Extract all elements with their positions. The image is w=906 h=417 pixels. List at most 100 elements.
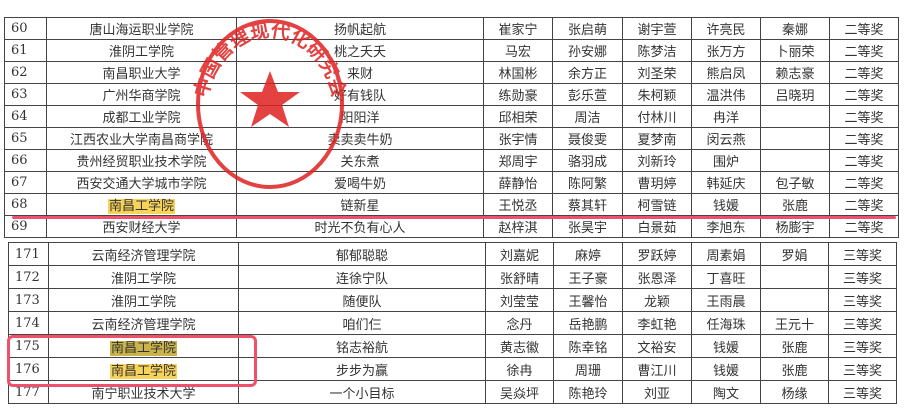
- member-3-cell: 陈梦洁: [622, 39, 692, 62]
- member-5-cell: 赖志豪: [760, 61, 830, 84]
- school-name-cell: 成都工业学院: [46, 105, 237, 128]
- team-name-cell: 咱们仨: [238, 311, 486, 335]
- member-1: 练勋豪: [498, 89, 538, 104]
- team-name-cell: 关东煮: [236, 149, 484, 172]
- award-level: 三等奖: [842, 294, 882, 310]
- member-3-cell: 白景茹: [622, 215, 692, 238]
- row-number: 60: [11, 21, 28, 36]
- member-2-cell: 周珊: [553, 357, 623, 381]
- row-number: 177: [15, 384, 40, 400]
- school-name: 唐山海运职业学院: [89, 23, 194, 38]
- member-3-cell: 张恩泽: [622, 265, 692, 289]
- member-1: 王悦丞: [498, 199, 538, 214]
- award-level-cell: 三等奖: [828, 334, 897, 358]
- award-level: 二等奖: [844, 155, 884, 170]
- member-2: 蔡其轩: [567, 199, 607, 214]
- member-1: 马宏: [504, 45, 531, 60]
- team-name: 咱们仨: [342, 317, 382, 333]
- award-level: 二等奖: [844, 199, 884, 214]
- member-4: 钱媛: [712, 199, 739, 214]
- member-1-cell: 黄志徽: [485, 334, 554, 358]
- row-number: 171: [15, 246, 40, 262]
- team-name-cell: 连徐宁队: [238, 265, 486, 289]
- award-level: 二等奖: [844, 23, 884, 38]
- award-level-cell: 二等奖: [829, 105, 899, 128]
- table-row: 61 淮阴工学院 桃之夭夭 马宏 孙安娜 陈梦洁 张万方 卜丽荣 二等奖: [4, 39, 899, 62]
- member-3: 李虹艳: [637, 317, 677, 333]
- member-2-cell: 蔡其轩: [552, 193, 623, 216]
- member-2-cell: 骆羽成: [552, 149, 623, 172]
- member-1-cell: 赵梓淇: [483, 215, 553, 238]
- member-5: 杨膨宇: [775, 221, 815, 236]
- team-name: 步步为赢: [335, 363, 388, 379]
- school-name: 云南经济管理学院: [91, 317, 196, 333]
- table-row: 176 南昌工学院 步步为赢 徐冉 周珊 曹江川 钱媛 张鹿 三等奖: [8, 357, 897, 381]
- row-number-cell: 62: [4, 61, 47, 84]
- member-2: 陈艳玲: [568, 386, 608, 402]
- member-4-cell: 围炉: [691, 149, 761, 172]
- member-1: 林国彬: [498, 67, 538, 82]
- member-4: 许亮民: [706, 23, 746, 38]
- member-2-cell: 王馨怡: [553, 288, 623, 312]
- member-4-cell: 张万方: [691, 39, 761, 62]
- member-4-cell: 李旭东: [691, 215, 761, 238]
- member-5-cell: 罗娟: [760, 242, 829, 266]
- member-3: 张恩泽: [637, 271, 677, 287]
- member-1: 邱相荣: [498, 111, 538, 126]
- member-5: 赖志豪: [775, 67, 815, 82]
- member-5: 杨缘: [781, 386, 808, 402]
- row-number: 64: [11, 109, 28, 124]
- member-5-cell: [760, 127, 830, 150]
- school-name-cell: 西安交通大学城市学院: [46, 171, 237, 194]
- row-number: 172: [15, 269, 40, 285]
- member-4-cell: 钱媛: [691, 357, 761, 381]
- award-level-cell: 二等奖: [829, 83, 899, 106]
- award-level: 三等奖: [842, 363, 882, 379]
- member-1: 刘莹莹: [499, 294, 539, 310]
- member-5: 卜丽荣: [775, 45, 815, 60]
- member-2: 张启萌: [567, 23, 607, 38]
- school-name: 南昌工学院: [107, 199, 175, 214]
- award-level: 三等奖: [842, 386, 882, 402]
- table-row: 66 贵州经贸职业技术学院 关东煮 郑周宇 骆羽成 刘新玲 围炉 二等奖: [4, 149, 899, 172]
- row-number: 67: [11, 175, 28, 190]
- member-3-cell: 朱柯颖: [622, 83, 692, 106]
- member-1-cell: 吴焱坪: [485, 380, 554, 404]
- team-name-cell: 时光不负有心人: [236, 215, 484, 238]
- table-row: 68 南昌工学院 链新星 王悦丞 蔡其轩 柯雪链 钱媛 张鹿 二等奖: [4, 193, 899, 216]
- member-1: 念丹: [506, 317, 533, 333]
- member-4: 张万方: [706, 45, 746, 60]
- school-name: 南昌工学院: [109, 340, 177, 356]
- member-2-cell: 岳艳鹏: [553, 311, 623, 335]
- member-5-cell: 卜丽荣: [760, 39, 830, 62]
- table-row: 175 南昌工学院 铭志裕航 黄志徽 陈幸铭 文裕安 钱媛 张鹿 三等奖: [8, 334, 897, 358]
- member-3: 刘圣荣: [637, 67, 677, 82]
- member-2: 聂俊雯: [567, 133, 607, 148]
- awards-table-bottom: 171 云南经济管理学院 郁郁聪聪 刘嘉妮 麻婷 罗跃婷 周素娟 罗娟 三等奖 172 淮阴工学院连…: [8, 242, 897, 404]
- row-number: 61: [11, 43, 28, 58]
- member-1: 张宇情: [498, 133, 538, 148]
- member-2: 余方正: [567, 67, 607, 82]
- row-number: 176: [15, 361, 40, 377]
- member-5-cell: 王元十: [760, 311, 829, 335]
- member-5-cell: [760, 265, 829, 289]
- member-3-cell: 夏梦南: [622, 127, 692, 150]
- table-row: 173 淮阴工学院 随便队 刘莹莹 王馨怡 龙颖 王雨晨 三等奖: [8, 288, 897, 312]
- member-3: 罗跃婷: [637, 248, 677, 264]
- member-2: 骆羽成: [567, 155, 607, 170]
- row-number-cell: 69: [4, 215, 47, 238]
- award-level: 三等奖: [842, 317, 882, 333]
- row-number-cell: 173: [8, 288, 49, 312]
- row-number-cell: 171: [8, 242, 49, 266]
- team-name: 好有钱队: [333, 89, 386, 104]
- member-3-cell: 罗跃婷: [622, 242, 692, 266]
- row-number-cell: 65: [4, 127, 47, 150]
- member-2: 孙安娜: [567, 45, 607, 60]
- table-row: 63 广州华商学院 好有钱队 练勋豪 彭乐萱 朱柯颖 温洪伟 吕晓玥 二等奖: [4, 83, 899, 106]
- member-2-cell: 周洁: [552, 105, 623, 128]
- team-name: 关东煮: [340, 155, 380, 170]
- member-2-cell: 陈阿繁: [552, 171, 623, 194]
- member-3-cell: 曹玥婷: [622, 171, 692, 194]
- table-row: 62 南昌职业大学 来财 林国彬 余方正 刘圣荣 熊启凤 赖志豪 二等奖: [4, 61, 899, 84]
- team-name-cell: 爱喝牛奶: [236, 171, 484, 194]
